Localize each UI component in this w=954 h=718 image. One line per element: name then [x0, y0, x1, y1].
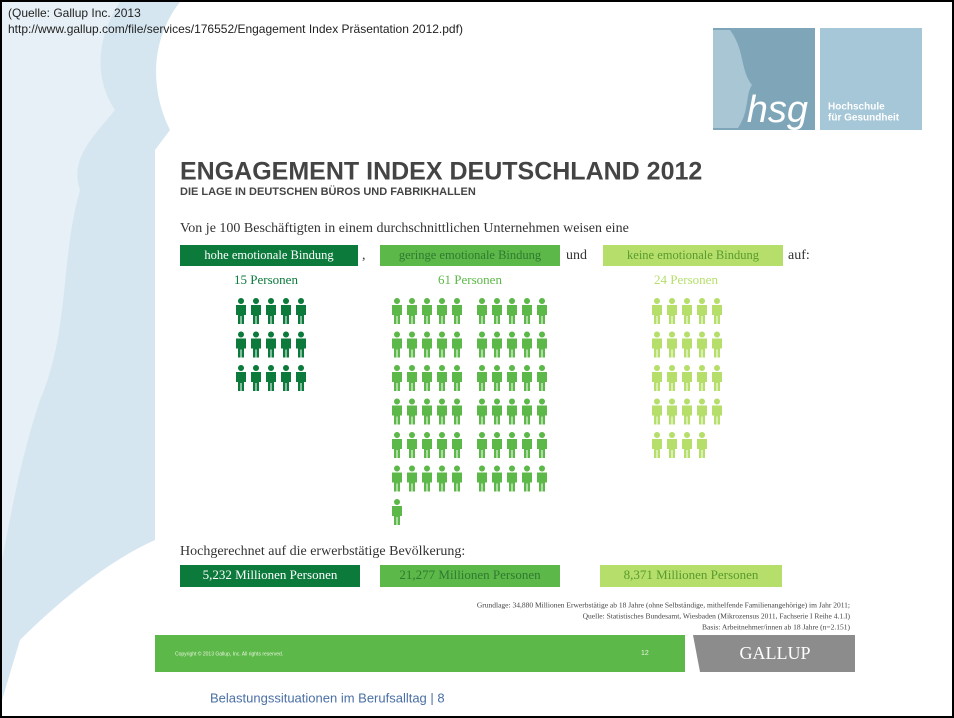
caption: Belastungssituationen im Berufsalltag | …: [210, 690, 445, 705]
infographic-title: ENGAGEMENT INDEX DEUTSCHLAND 2012: [180, 158, 702, 186]
logo-mark: hsg: [747, 89, 808, 131]
page-number: 12: [641, 650, 649, 657]
footnote: Quelle: Statistisches Bundesamt, Wiesbad…: [583, 612, 851, 621]
footnote: Grundlage: 34,880 Millionen Erwerbstätig…: [477, 601, 850, 610]
group-label: 61 Personen: [438, 272, 502, 287]
copyright: Copyright © 2013 Gallup, Inc. All rights…: [175, 650, 283, 657]
group-label: 15 Personen: [234, 272, 298, 287]
separator: auf:: [788, 248, 810, 263]
separator: und: [566, 248, 587, 263]
group-label: 24 Personen: [654, 272, 718, 287]
slide-page: (Quelle: Gallup Inc. 2013 http://www.gal…: [0, 0, 954, 718]
category-label: geringe emotionale Bindung: [399, 248, 542, 262]
logo-name: für Gesundheit: [828, 113, 900, 124]
projection-label: 8,371 Millionen Personen: [624, 567, 759, 582]
projection-heading: Hochgerechnet auf die erwerbstätige Bevö…: [180, 544, 465, 559]
projection-label: 21,277 Millionen Personen: [399, 567, 541, 582]
source-line: (Quelle: Gallup Inc. 2013: [8, 6, 141, 20]
intro-text: Von je 100 Beschäftigten in einem durchs…: [180, 221, 629, 236]
logo-name: Hochschule: [828, 102, 885, 113]
infographic-subtitle: DIE LAGE IN DEUTSCHEN BÜROS UND FABRIKHA…: [180, 185, 476, 198]
brand: GALLUP: [740, 643, 811, 663]
separator: ,: [362, 248, 366, 263]
projection-label: 5,232 Millionen Personen: [203, 567, 338, 582]
category-label: hohe emotionale Bindung: [204, 248, 334, 262]
source-line: http://www.gallup.com/file/services/1765…: [8, 22, 463, 36]
category-label: keine emotionale Bindung: [627, 248, 760, 262]
footnote: Basis: Arbeitnehmer/innen ab 18 Jahre (n…: [702, 623, 850, 632]
